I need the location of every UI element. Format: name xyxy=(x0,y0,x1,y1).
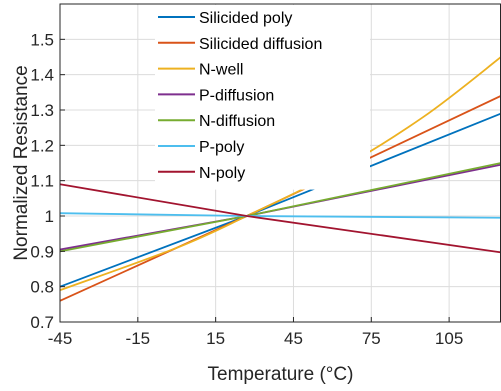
y-tick-label: 0.9 xyxy=(30,242,54,261)
legend-box xyxy=(155,5,370,190)
x-tick-label: -45 xyxy=(48,329,73,348)
y-tick-label: 1.2 xyxy=(30,136,54,155)
series-line-6 xyxy=(59,183,501,254)
legend-item: N-well xyxy=(158,62,243,79)
legend-label: N-poly xyxy=(199,165,245,182)
y-tick-label: 1.4 xyxy=(30,66,54,85)
legend-label: N-diffusion xyxy=(199,113,275,130)
legend-item: N-poly xyxy=(158,165,245,182)
legend-label: P-poly xyxy=(199,139,244,156)
x-tick-label: 15 xyxy=(206,329,225,348)
series-line-5 xyxy=(59,212,501,219)
legend: Silicided poly Silicided diffusion N-well P… xyxy=(155,5,370,190)
legend-label: P-diffusion xyxy=(199,87,274,104)
x-tick-label: 105 xyxy=(435,329,463,348)
legend-item: Silicided poly xyxy=(158,10,292,27)
y-tick-label: 1.3 xyxy=(30,101,54,120)
legend-item: Silicided diffusion xyxy=(158,36,322,53)
tick-labels: -45 -15 15 45 75 105 0.7 0.8 0.9 1 1.1 1.2 1.3 1.4 1.5 xyxy=(30,30,463,348)
y-axis-title: Normalized Resistance xyxy=(11,65,32,260)
y-tick-label: 1 xyxy=(45,207,54,226)
series-line-2 xyxy=(59,56,501,292)
axis-ticks xyxy=(59,38,450,323)
y-tick-label: 1.5 xyxy=(30,30,54,49)
x-tick-label: 75 xyxy=(362,329,381,348)
x-tick-label: -15 xyxy=(126,329,151,348)
legend-label: Silicided poly xyxy=(199,10,292,27)
legend-label: Silicided diffusion xyxy=(199,36,322,53)
x-tick-label: 45 xyxy=(284,329,303,348)
series-lines xyxy=(59,56,501,302)
legend-item: P-poly xyxy=(158,139,244,156)
legend-item: P-diffusion xyxy=(158,87,274,104)
y-tick-label: 0.8 xyxy=(30,278,54,297)
y-tick-label: 0.7 xyxy=(30,313,54,332)
x-axis-title: Temperature (°C) xyxy=(208,364,354,385)
legend-item: N-diffusion xyxy=(158,113,275,130)
legend-label: N-well xyxy=(199,62,243,79)
y-tick-label: 1.1 xyxy=(30,172,54,191)
